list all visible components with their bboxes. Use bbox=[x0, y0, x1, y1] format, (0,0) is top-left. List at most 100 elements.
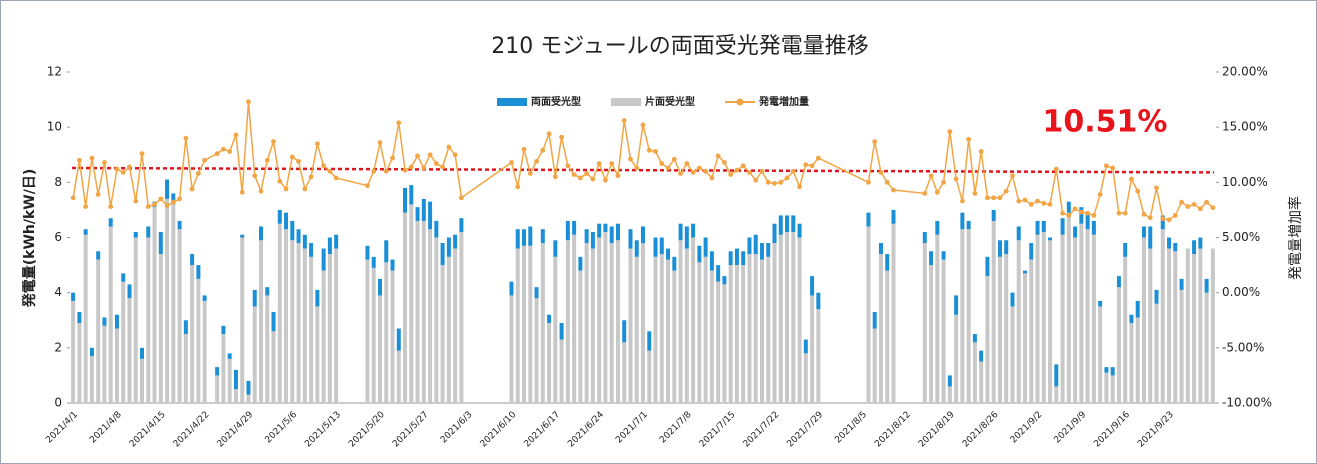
bar bbox=[778, 234, 783, 403]
line-marker bbox=[289, 154, 295, 160]
line-marker bbox=[640, 122, 646, 128]
bar bbox=[259, 226, 263, 241]
line-marker bbox=[621, 118, 627, 123]
bar bbox=[177, 220, 182, 230]
line-marker bbox=[390, 155, 395, 161]
bar bbox=[277, 209, 282, 224]
line-marker bbox=[734, 167, 740, 173]
line-marker bbox=[277, 178, 283, 184]
bar bbox=[265, 287, 270, 296]
bar bbox=[666, 248, 671, 260]
bar bbox=[215, 375, 220, 403]
bar bbox=[960, 212, 965, 230]
bar bbox=[233, 389, 238, 403]
bar bbox=[540, 229, 545, 244]
bar bbox=[428, 201, 433, 230]
bar bbox=[409, 185, 414, 205]
line-marker bbox=[371, 168, 377, 174]
line-marker bbox=[740, 163, 746, 169]
bar bbox=[734, 248, 739, 266]
chart-title: 210 モジュールの両面受光発電量推移 bbox=[491, 34, 868, 59]
bar bbox=[597, 237, 602, 403]
line-marker bbox=[308, 174, 314, 180]
bar bbox=[1035, 234, 1040, 403]
bar bbox=[77, 323, 82, 403]
bar bbox=[553, 256, 558, 403]
line-connector bbox=[818, 157, 869, 184]
bar bbox=[622, 320, 627, 343]
line-marker bbox=[985, 195, 990, 201]
bar bbox=[1185, 248, 1190, 403]
bar bbox=[966, 220, 971, 230]
bar bbox=[509, 295, 514, 403]
line-marker bbox=[283, 186, 289, 192]
bar bbox=[1041, 220, 1046, 232]
line-marker bbox=[690, 170, 696, 175]
bar bbox=[1167, 237, 1172, 249]
bar bbox=[797, 223, 802, 238]
line-marker bbox=[884, 179, 890, 185]
bar bbox=[183, 320, 188, 335]
line-marker bbox=[427, 152, 433, 158]
line-marker bbox=[264, 157, 270, 163]
bar bbox=[1204, 278, 1209, 293]
bar bbox=[1079, 207, 1084, 224]
line-marker bbox=[615, 173, 621, 179]
bar bbox=[108, 226, 113, 403]
line-marker bbox=[1135, 188, 1141, 194]
bar bbox=[446, 237, 451, 257]
line-connector bbox=[335, 177, 368, 187]
line-marker bbox=[314, 141, 320, 147]
line-marker bbox=[1091, 213, 1097, 218]
bar bbox=[202, 300, 207, 403]
bar bbox=[816, 292, 821, 310]
bar bbox=[158, 231, 163, 255]
line-marker bbox=[114, 166, 120, 172]
line-marker bbox=[866, 179, 871, 185]
bar bbox=[1073, 226, 1078, 238]
bar bbox=[377, 295, 382, 403]
line-marker bbox=[1060, 210, 1065, 216]
bar bbox=[1073, 237, 1078, 403]
line-marker bbox=[102, 160, 107, 165]
bar bbox=[321, 248, 326, 271]
bar bbox=[89, 347, 94, 357]
line-marker bbox=[408, 164, 414, 170]
bar bbox=[659, 254, 664, 403]
bar bbox=[396, 328, 401, 351]
y2-tick-label: 20.00% bbox=[1222, 65, 1268, 79]
bar bbox=[885, 270, 890, 403]
line-marker bbox=[1166, 217, 1172, 223]
bar bbox=[979, 350, 984, 362]
bar bbox=[565, 220, 570, 241]
bar bbox=[77, 311, 82, 324]
bar bbox=[440, 243, 445, 266]
line-marker bbox=[120, 170, 126, 175]
bar bbox=[165, 198, 170, 403]
bar bbox=[1154, 289, 1159, 304]
bar bbox=[240, 234, 245, 238]
bar bbox=[716, 281, 721, 403]
bar bbox=[453, 248, 458, 403]
bar bbox=[1085, 229, 1090, 403]
bar bbox=[83, 234, 88, 403]
bar bbox=[1029, 259, 1034, 403]
bar bbox=[540, 243, 545, 403]
line-marker bbox=[1053, 166, 1059, 172]
bar bbox=[453, 234, 458, 249]
legend-label: 両面受光型 bbox=[531, 95, 581, 108]
bar bbox=[409, 204, 414, 403]
bar bbox=[1035, 220, 1040, 235]
bar bbox=[1173, 251, 1178, 403]
line-marker bbox=[1197, 206, 1203, 212]
bar bbox=[108, 218, 113, 227]
bar bbox=[697, 245, 702, 263]
line-marker bbox=[302, 186, 308, 192]
bar bbox=[979, 361, 984, 403]
bar bbox=[985, 276, 990, 403]
bar bbox=[127, 284, 132, 299]
line-marker bbox=[365, 183, 370, 189]
y2-tick-label: 10.00% bbox=[1222, 175, 1268, 189]
